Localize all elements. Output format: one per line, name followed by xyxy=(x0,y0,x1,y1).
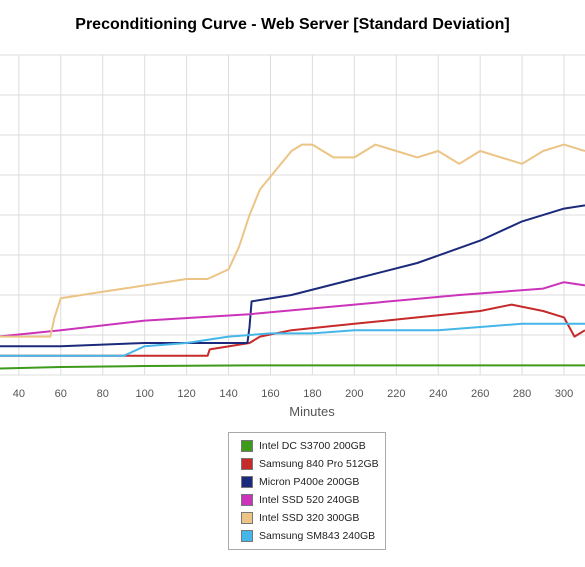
series-line xyxy=(0,281,585,338)
legend: Intel DC S3700 200GB Samsung 840 Pro 512G… xyxy=(228,432,386,550)
series-line xyxy=(0,303,585,357)
legend-label: Intel DC S3700 200GB xyxy=(259,440,366,452)
series-lines xyxy=(0,143,585,370)
series-line xyxy=(0,364,585,370)
legend-item: Micron P400e 200GB xyxy=(229,473,385,491)
legend-item: Samsung 840 Pro 512GB xyxy=(229,455,385,473)
legend-swatch xyxy=(241,494,253,506)
legend-swatch xyxy=(241,512,253,524)
x-tick-label: 100 xyxy=(135,388,153,400)
gridlines xyxy=(0,54,585,376)
chart-title: Preconditioning Curve - Web Server [Stan… xyxy=(75,16,510,33)
legend-label: Samsung 840 Pro 512GB xyxy=(259,458,379,470)
x-tick-label: 300 xyxy=(555,388,573,400)
legend-swatch xyxy=(241,458,253,470)
x-tick-label: 160 xyxy=(261,388,279,400)
x-tick-label: 60 xyxy=(55,388,67,400)
legend-swatch xyxy=(241,476,253,488)
legend-item: Intel DC S3700 200GB xyxy=(229,437,385,455)
legend-item: Samsung SM843 240GB xyxy=(229,527,385,545)
x-tick-label: 140 xyxy=(219,388,237,400)
x-tick-label: 260 xyxy=(471,388,489,400)
x-tick-label: 200 xyxy=(345,388,363,400)
series-line xyxy=(0,204,585,348)
legend-label: Intel SSD 320 300GB xyxy=(259,512,360,524)
series-line xyxy=(0,322,585,357)
legend-item: Intel SSD 520 240GB xyxy=(229,491,385,509)
x-axis-label: Minutes xyxy=(289,404,335,419)
legend-label: Samsung SM843 240GB xyxy=(259,530,376,542)
legend-label: Intel SSD 520 240GB xyxy=(259,494,360,506)
x-tick-label: 40 xyxy=(13,388,25,400)
legend-swatch xyxy=(241,440,253,452)
x-tick-label: 180 xyxy=(303,388,321,400)
x-tick-labels: 40 60 80 100 120 140 160 180 200 220 240 260 280 300 xyxy=(13,388,573,400)
legend-label: Micron P400e 200GB xyxy=(259,476,360,488)
x-tick-label: 120 xyxy=(177,388,195,400)
x-tick-label: 80 xyxy=(97,388,109,400)
legend-item: Intel SSD 320 300GB xyxy=(229,509,385,527)
series-line xyxy=(0,143,585,338)
legend-swatch xyxy=(241,530,253,542)
x-tick-label: 220 xyxy=(387,388,405,400)
x-tick-label: 280 xyxy=(513,388,531,400)
x-tick-label: 240 xyxy=(429,388,447,400)
